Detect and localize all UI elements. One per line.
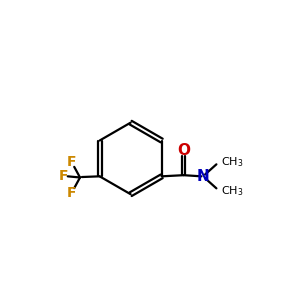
Text: F: F: [67, 186, 76, 200]
Text: O: O: [177, 143, 190, 158]
Text: F: F: [67, 155, 76, 169]
Text: N: N: [197, 169, 210, 184]
Text: CH$_3$: CH$_3$: [221, 155, 244, 169]
Text: F: F: [58, 169, 68, 183]
Text: CH$_3$: CH$_3$: [221, 184, 244, 198]
